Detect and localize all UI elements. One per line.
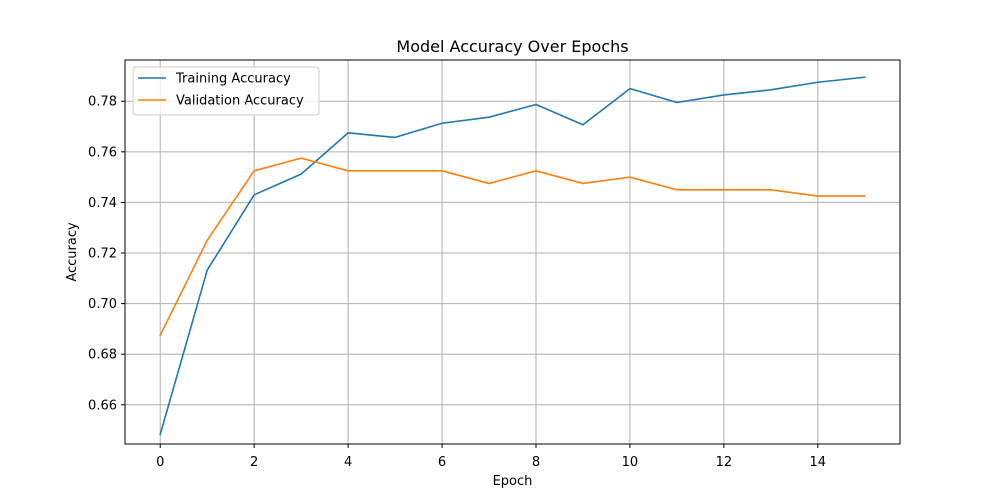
x-axis-label: Epoch xyxy=(493,474,533,489)
y-tick-label: 0.78 xyxy=(88,95,117,110)
validation-accuracy-legend-label: Validation Accuracy xyxy=(176,94,304,109)
x-tick-label: 2 xyxy=(250,455,258,470)
x-tick-label: 8 xyxy=(532,455,540,470)
validation-accuracy-line xyxy=(159,157,866,337)
y-tick-label: 0.74 xyxy=(88,196,117,211)
y-tick-label: 0.66 xyxy=(88,398,117,413)
legend-box xyxy=(132,66,320,116)
y-tick-label: 0.76 xyxy=(88,145,117,160)
training-accuracy-line xyxy=(159,76,866,436)
y-axis-label: Accuracy xyxy=(65,222,80,282)
x-tick-label: 4 xyxy=(344,455,352,470)
x-tick-label: 10 xyxy=(622,455,639,470)
x-tick-label: 6 xyxy=(438,455,446,470)
x-tick-label: 0 xyxy=(156,455,164,470)
chart-title: Model Accuracy Over Epochs xyxy=(396,37,628,56)
grid-lines xyxy=(125,60,900,444)
series-lines xyxy=(159,76,866,436)
y-tick-label: 0.68 xyxy=(88,348,117,363)
y-tick-label: 0.72 xyxy=(88,247,117,262)
y-tick-label: 0.70 xyxy=(88,297,117,312)
x-tick-label: 12 xyxy=(716,455,733,470)
training-accuracy-legend-label: Training Accuracy xyxy=(175,72,291,87)
legend: Training Accuracy Validation Accuracy xyxy=(132,66,320,116)
axis-ticks: 0 2 4 6 8 10 12 14 0.66 0.68 0.70 0.72 0.74 0.76 0.78 xyxy=(88,95,826,470)
plot-frame xyxy=(124,59,901,445)
x-tick-label: 14 xyxy=(810,455,827,470)
